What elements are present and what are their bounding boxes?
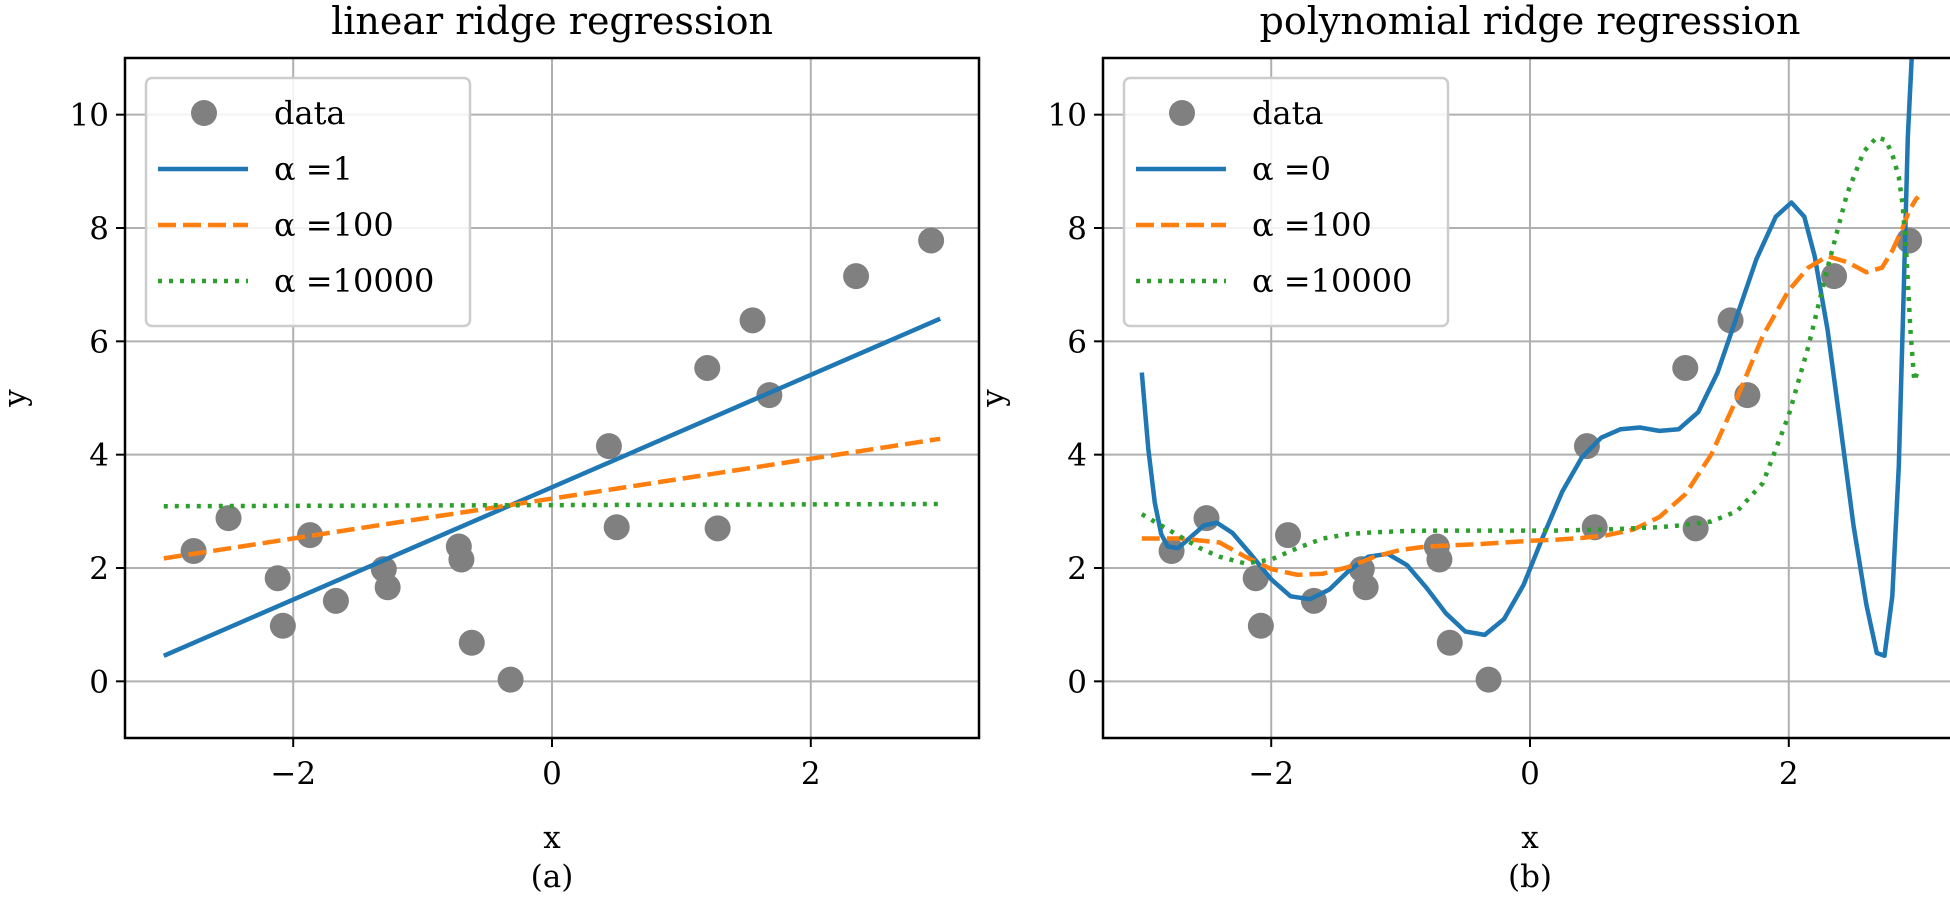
x-axis-label: x <box>543 820 561 856</box>
data-point <box>374 574 401 601</box>
legend-marker <box>191 100 217 126</box>
plot-area <box>1139 58 1921 659</box>
legend-label: α =1 <box>274 150 353 188</box>
series-line <box>162 316 942 658</box>
plot-area <box>162 316 942 658</box>
legend-label: α =100 <box>274 206 394 244</box>
y-tick-label: 6 <box>89 324 109 360</box>
y-tick-label: 10 <box>70 98 109 134</box>
y-tick-label: 8 <box>89 211 109 247</box>
y-axis-label: y <box>0 389 33 408</box>
y-tick-label: 8 <box>1067 211 1087 247</box>
data-point <box>739 307 766 334</box>
data-point <box>843 263 870 290</box>
data-point <box>1581 514 1608 541</box>
legend-label: data <box>1252 94 1324 132</box>
data-point <box>497 666 524 693</box>
legend-label: α =10000 <box>274 262 434 300</box>
y-tick-label: 2 <box>89 551 109 587</box>
panel-a: −2 0 2 0 2 4 6 8 10 linear ridge regression x y (a) d… <box>0 0 981 895</box>
legend-box <box>1122 76 1450 328</box>
data-point <box>1672 354 1699 381</box>
data-point <box>297 522 324 549</box>
y-tick-label: 10 <box>1048 98 1087 134</box>
series-line <box>163 436 941 561</box>
y-tick-label: 6 <box>1067 324 1087 360</box>
series-line <box>163 501 941 509</box>
chart-title: polynomial ridge regression <box>1260 0 1801 43</box>
panel-label: (b) <box>1508 859 1552 895</box>
y-tick-label: 4 <box>1067 438 1087 474</box>
data-point <box>1475 666 1502 693</box>
legend-label: α =0 <box>1252 150 1331 188</box>
data-point <box>215 505 242 532</box>
y-axis-label: y <box>975 389 1011 408</box>
panel-label: (a) <box>531 859 574 895</box>
data-point <box>1426 546 1453 573</box>
data-point <box>1436 629 1463 656</box>
data-point <box>694 354 721 381</box>
legend-box <box>144 76 472 328</box>
data-point <box>269 612 296 639</box>
y-tick-label: 2 <box>1067 551 1087 587</box>
data-point <box>264 565 291 592</box>
data-point <box>448 546 475 573</box>
data-point <box>595 433 622 460</box>
x-tick-label: 0 <box>1520 756 1540 792</box>
data-point <box>1275 522 1302 549</box>
data-point <box>1573 433 1600 460</box>
data-point <box>322 587 349 614</box>
legend-label: α =10000 <box>1252 262 1412 300</box>
legend-marker <box>1169 100 1195 126</box>
data-point <box>603 514 630 541</box>
data-point <box>1352 574 1379 601</box>
legend-label: α =100 <box>1252 206 1372 244</box>
legend-label: data <box>274 94 346 132</box>
y-tick-label: 0 <box>89 664 109 700</box>
panel-b: −2 0 2 0 2 4 6 8 10 polynomial ridge regression x y… <box>975 0 1950 895</box>
data-point <box>918 227 945 254</box>
legend: data α =0 α =100 α =10000 <box>1122 76 1450 328</box>
series-line <box>1141 195 1920 578</box>
y-tick-label: 0 <box>1067 664 1087 700</box>
series-line <box>1140 135 1921 566</box>
x-tick-label: 0 <box>542 756 562 792</box>
x-tick-label: 2 <box>801 756 821 792</box>
data-point <box>180 538 207 564</box>
series-line <box>1139 58 1914 659</box>
data-point <box>1247 612 1274 639</box>
x-tick-label: −2 <box>270 756 316 792</box>
legend: data α =1 α =100 α =10000 <box>144 76 472 328</box>
x-axis-label: x <box>1521 820 1539 856</box>
data-point <box>1821 263 1848 290</box>
data-point <box>458 629 485 656</box>
chart-title: linear ridge regression <box>331 0 773 43</box>
x-tick-label: 2 <box>1779 756 1799 792</box>
data-point <box>1158 538 1185 564</box>
y-tick-label: 4 <box>89 438 109 474</box>
x-tick-label: −2 <box>1248 756 1294 792</box>
data-point <box>704 515 731 542</box>
data-point <box>1896 227 1923 254</box>
data-point <box>1682 515 1709 542</box>
